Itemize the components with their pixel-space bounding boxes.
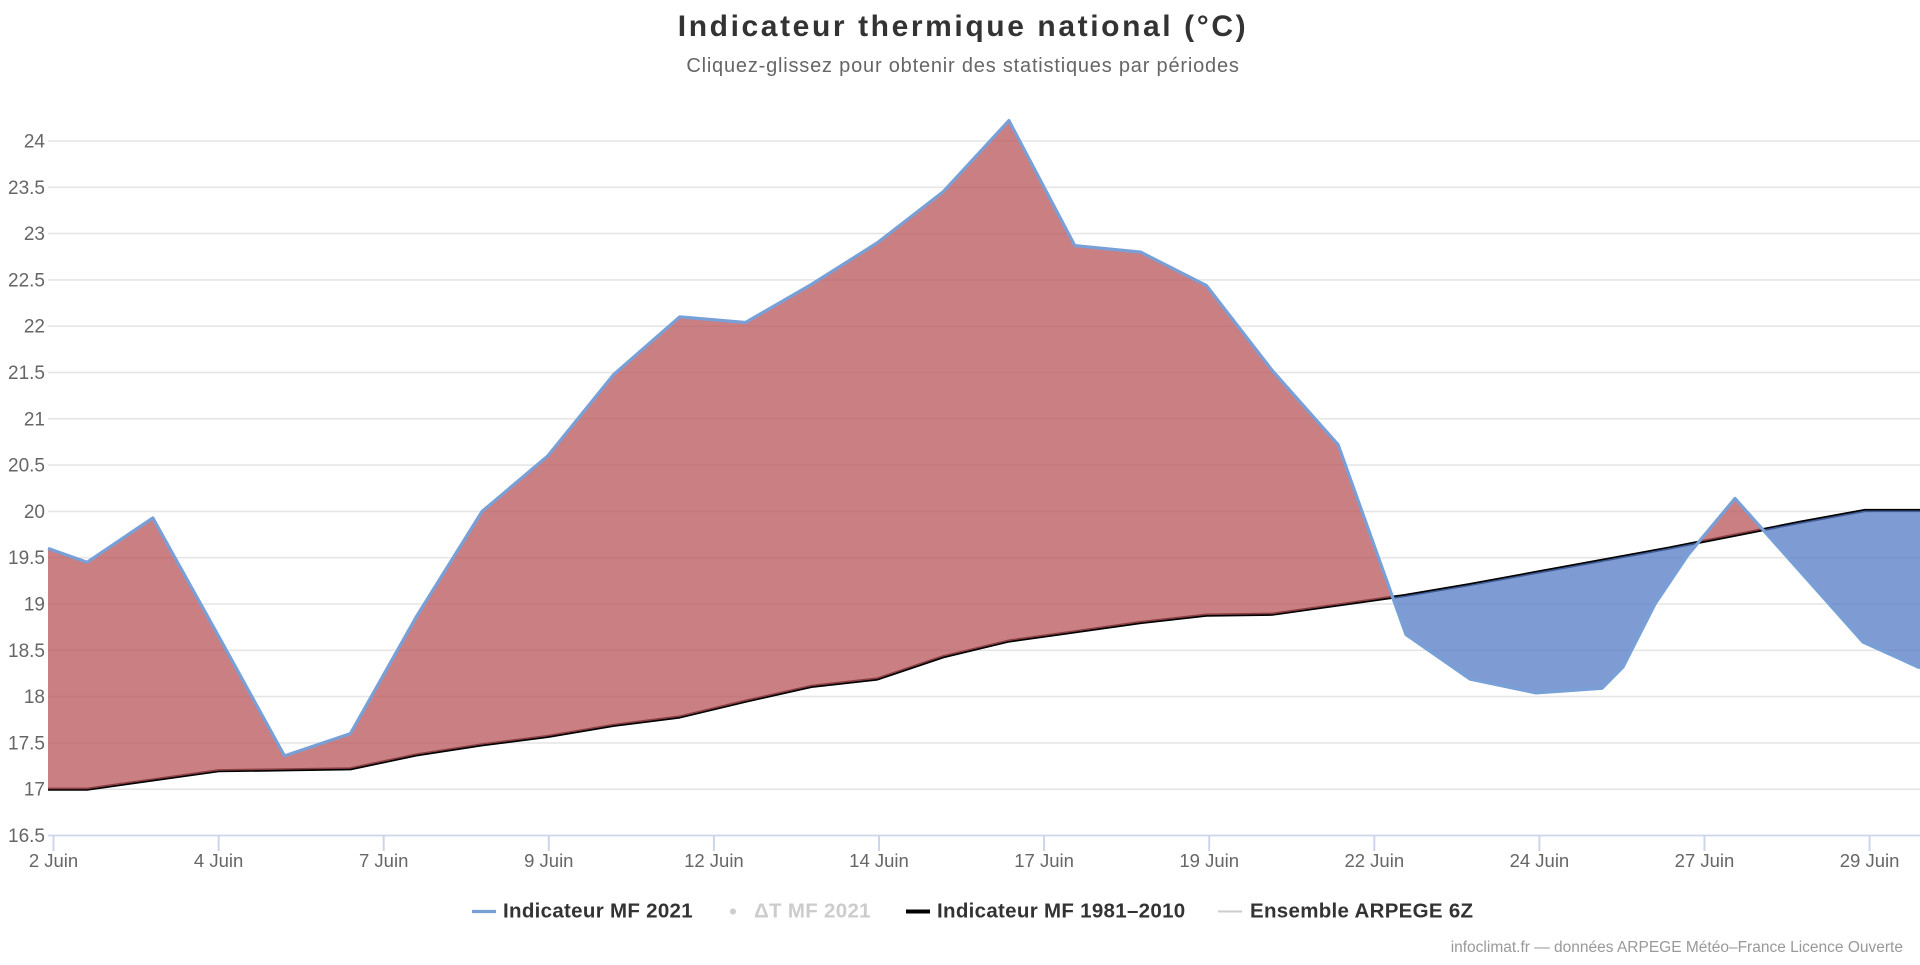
- svg-text:Ensemble ARPEGE 6Z: Ensemble ARPEGE 6Z: [1250, 900, 1473, 923]
- svg-text:27 Juin: 27 Juin: [1675, 850, 1735, 871]
- svg-text:14 Juin: 14 Juin: [849, 850, 909, 871]
- svg-text:Indicateur MF 2021: Indicateur MF 2021: [503, 900, 693, 923]
- svg-text:7 Juin: 7 Juin: [359, 850, 408, 871]
- svg-text:21.5: 21.5: [8, 363, 45, 384]
- svg-text:18: 18: [24, 687, 45, 708]
- svg-text:19.5: 19.5: [8, 548, 45, 569]
- svg-text:17.5: 17.5: [8, 733, 45, 754]
- svg-text:23: 23: [24, 224, 45, 245]
- svg-text:17 Juin: 17 Juin: [1014, 850, 1074, 871]
- svg-text:20.5: 20.5: [8, 456, 45, 477]
- svg-text:12 Juin: 12 Juin: [684, 850, 744, 871]
- svg-text:19 Juin: 19 Juin: [1179, 850, 1239, 871]
- svg-text:22: 22: [24, 317, 45, 338]
- svg-text:Cliquez-glissez pour obtenir d: Cliquez-glissez pour obtenir des statist…: [686, 55, 1239, 77]
- svg-text:22 Juin: 22 Juin: [1344, 850, 1404, 871]
- svg-text:infoclimat.fr — données ARPEGE: infoclimat.fr — données ARPEGE Météo–Fra…: [1451, 939, 1903, 956]
- svg-text:4 Juin: 4 Juin: [194, 850, 243, 871]
- svg-text:24: 24: [24, 132, 46, 153]
- svg-text:23.5: 23.5: [8, 178, 45, 199]
- svg-text:ΔT MF 2021: ΔT MF 2021: [754, 900, 871, 923]
- svg-text:9 Juin: 9 Juin: [524, 850, 573, 871]
- svg-text:16.5: 16.5: [8, 826, 45, 847]
- svg-text:24 Juin: 24 Juin: [1510, 850, 1570, 871]
- svg-text:2 Juin: 2 Juin: [29, 850, 78, 871]
- svg-text:Indicateur thermique national: Indicateur thermique national (°C): [678, 10, 1248, 43]
- svg-text:19: 19: [24, 595, 45, 616]
- svg-text:18.5: 18.5: [8, 641, 45, 662]
- svg-text:20: 20: [24, 502, 45, 523]
- svg-text:21: 21: [24, 409, 45, 430]
- svg-text:29 Juin: 29 Juin: [1840, 850, 1900, 871]
- svg-text:Indicateur MF 1981–2010: Indicateur MF 1981–2010: [937, 900, 1185, 923]
- svg-text:22.5: 22.5: [8, 270, 45, 291]
- svg-text:17: 17: [24, 780, 45, 801]
